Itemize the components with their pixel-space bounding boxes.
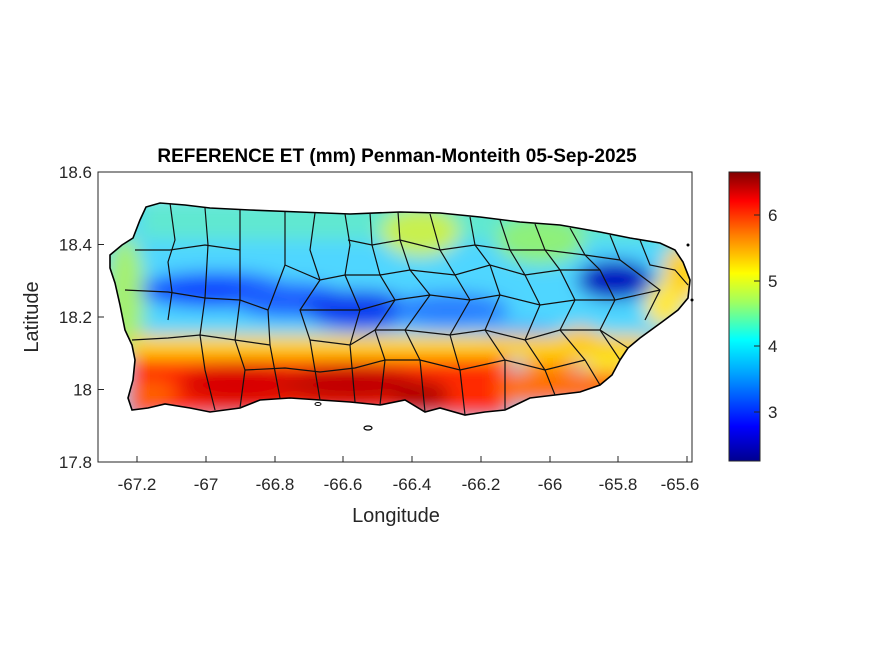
- colorbar: [728, 171, 761, 462]
- y-tick-label: 18.4: [59, 236, 92, 255]
- x-tick-label: -65.8: [599, 475, 638, 494]
- municipality-boundaries: [124, 203, 689, 415]
- colorbar-ticks: [754, 214, 760, 413]
- x-tick-label: -67: [194, 475, 219, 494]
- map-title: REFERENCE ET (mm) Penman-Monteith 05-Sep…: [157, 146, 637, 167]
- islet-east-1: [686, 243, 690, 247]
- y-tick-label: 18: [73, 381, 92, 400]
- colorbar-tick-label: 3: [768, 403, 777, 422]
- y-tick-label: 17.8: [59, 453, 92, 472]
- islet-south: [314, 402, 322, 406]
- x-tick-label: -66: [538, 475, 563, 494]
- x-tick-label: -66.6: [324, 475, 363, 494]
- x-tick-label: -66.2: [462, 475, 501, 494]
- colorbar-tick-label: 4: [768, 337, 777, 356]
- colorbar-tick-label: 5: [768, 272, 777, 291]
- colorbar-tick-label: 6: [768, 206, 777, 225]
- y-tick-label: 18.2: [59, 308, 92, 327]
- y-axis: [98, 171, 104, 463]
- x-tick-label: -65.6: [661, 475, 700, 494]
- y-axis-title: Latitude: [21, 281, 43, 352]
- x-axis-title: Longitude: [352, 505, 440, 527]
- x-tick-label: -67.2: [118, 475, 157, 494]
- x-axis: [136, 456, 688, 462]
- x-tick-label: -66.8: [256, 475, 295, 494]
- islet-east-2: [690, 298, 694, 302]
- islet-caja-de-muertos: [363, 425, 373, 431]
- x-tick-label: -66.4: [393, 475, 432, 494]
- y-tick-label: 18.6: [59, 163, 92, 182]
